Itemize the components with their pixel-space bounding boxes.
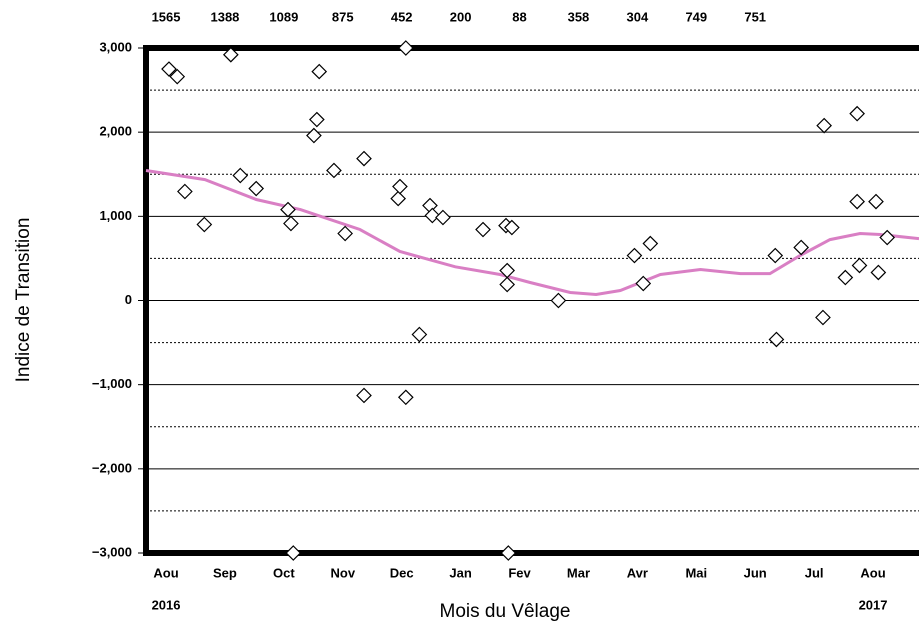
x-tick-label: Mar [567, 565, 590, 580]
point [161, 61, 177, 77]
point [879, 229, 896, 246]
count-label: 751 [744, 9, 766, 24]
point [306, 127, 322, 144]
count-label: 358 [568, 9, 590, 24]
point [424, 207, 441, 224]
y-tick-label: −1,000 [92, 376, 132, 391]
y-tick-label: 0 [125, 292, 132, 307]
point [768, 331, 785, 348]
count-label: 88 [512, 9, 526, 24]
point [248, 180, 265, 197]
point [196, 216, 213, 233]
count-label: 749 [685, 9, 707, 24]
x-tick-label: Jun [744, 565, 767, 580]
point [285, 545, 302, 561]
point [868, 193, 884, 210]
count-label: 875 [332, 9, 354, 24]
year-label: 2016 [152, 597, 181, 612]
point [397, 40, 414, 56]
point [280, 201, 296, 218]
point [870, 264, 887, 281]
count-label: 304 [627, 9, 649, 24]
count-label: 1565 [152, 9, 181, 24]
x-tick-label: Fev [508, 565, 531, 580]
point [849, 193, 865, 210]
point [837, 269, 854, 286]
year-label: 2017 [859, 597, 888, 612]
point [411, 326, 428, 343]
x-tick-label: Mai [685, 565, 707, 580]
point [390, 190, 407, 207]
point [337, 225, 353, 242]
point [635, 275, 652, 292]
count-label: 1089 [269, 9, 298, 24]
point [500, 545, 517, 561]
point [169, 68, 186, 85]
y-tick-label: 3,000 [99, 39, 132, 54]
point [849, 105, 865, 122]
y-tick-label: 2,000 [99, 124, 132, 139]
x-tick-label: Aou [860, 565, 885, 580]
point [326, 162, 342, 179]
point [397, 389, 414, 406]
point [232, 167, 249, 184]
count-label: 452 [391, 9, 413, 24]
point [311, 63, 328, 80]
point [309, 111, 325, 128]
point [499, 276, 516, 293]
point [815, 309, 831, 326]
x-tick-label: Sep [213, 565, 237, 580]
count-label: 200 [450, 9, 472, 24]
x-tick-label: Jul [805, 565, 824, 580]
count-label: 1388 [210, 9, 239, 24]
point [793, 239, 810, 256]
point [626, 247, 643, 264]
point [504, 219, 520, 236]
plot-frame [143, 45, 919, 556]
point [283, 215, 299, 232]
point [475, 221, 491, 238]
x-tick-label: Jan [449, 565, 471, 580]
point [550, 292, 567, 309]
point [642, 235, 659, 252]
y-tick-label: 1,000 [99, 208, 132, 223]
point [767, 247, 784, 264]
point [851, 257, 868, 274]
y-tick-label: −2,000 [92, 460, 132, 475]
point [222, 46, 239, 63]
point [816, 117, 832, 134]
point [392, 178, 408, 195]
x-tick-label: Nov [331, 565, 356, 580]
point [356, 387, 372, 404]
x-tick-label: Avr [627, 565, 648, 580]
y-axis-title: Indice de Transition [13, 218, 34, 383]
x-tick-label: Dec [390, 565, 414, 580]
y-tick-label: −3,000 [92, 544, 132, 559]
x-tick-label: Oct [273, 565, 295, 580]
point [435, 209, 451, 226]
point [177, 183, 193, 200]
x-tick-label: Aou [153, 565, 178, 580]
point [356, 150, 372, 167]
x-axis-title: Mois du Vêlage [440, 601, 571, 622]
trend-line [145, 169, 919, 297]
